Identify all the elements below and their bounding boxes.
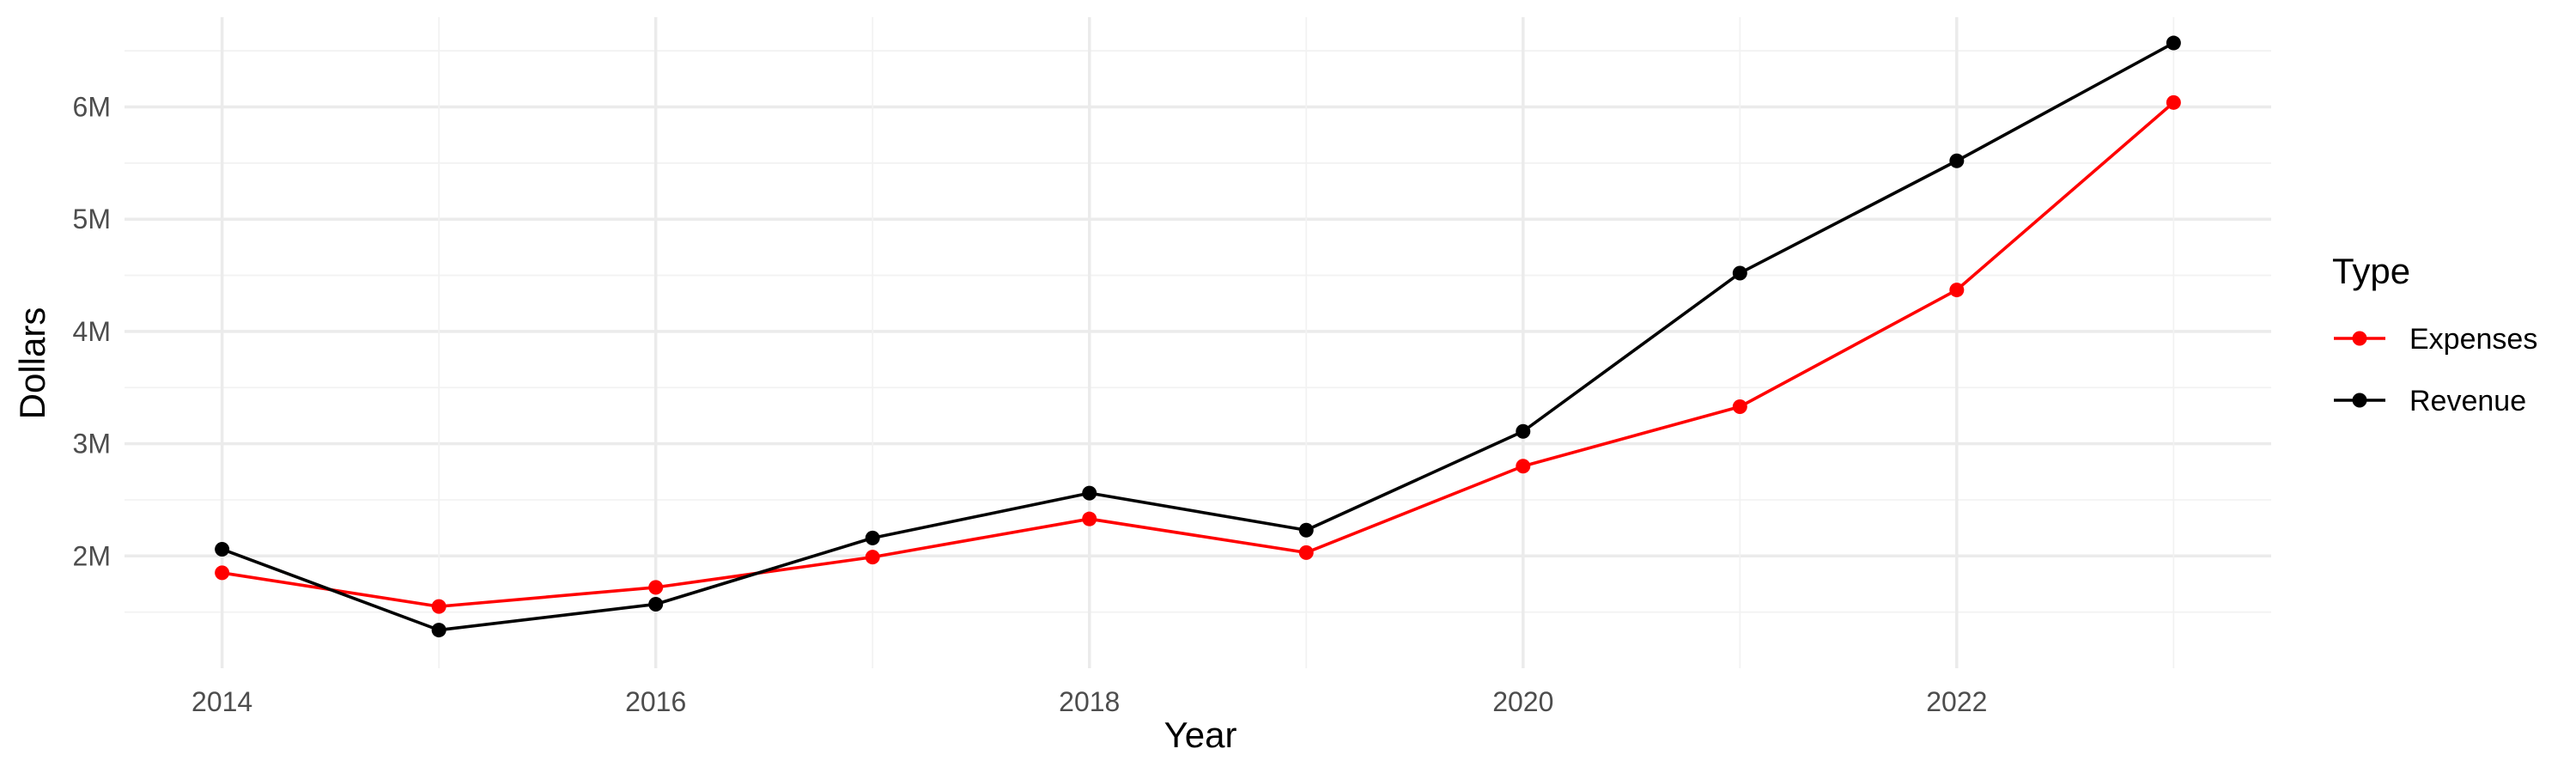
data-point-revenue <box>1298 522 1314 538</box>
data-point-revenue <box>1082 485 1097 501</box>
data-point-revenue <box>2166 35 2181 51</box>
y-tick-label: 2M <box>73 540 111 571</box>
data-point-expenses <box>2166 94 2181 110</box>
series-layer <box>215 35 2181 638</box>
data-point-revenue <box>648 597 664 612</box>
x-tick-label: 2020 <box>1492 686 1553 717</box>
data-point-expenses <box>1949 283 1965 298</box>
x-axis-ticks: 2014 2016 2018 2020 2022 <box>191 686 1987 717</box>
data-point-revenue <box>1516 423 1531 439</box>
legend-label: Revenue <box>2409 385 2526 417</box>
grid <box>125 17 2271 668</box>
legend-item-revenue: Revenue <box>2334 385 2526 417</box>
x-tick-label: 2018 <box>1059 686 1120 717</box>
data-point-expenses <box>431 599 447 614</box>
data-point-expenses <box>1732 399 1747 414</box>
series-line-expenses <box>222 100 2175 608</box>
legend-title: Type <box>2332 251 2410 291</box>
y-axis-title: Dollars <box>12 307 52 420</box>
legend-key-point <box>2352 393 2367 408</box>
data-point-revenue <box>215 541 230 557</box>
y-tick-label: 3M <box>73 429 111 460</box>
series-expenses <box>215 94 2181 614</box>
series-revenue <box>215 35 2181 638</box>
y-tick-label: 4M <box>73 316 111 347</box>
legend-label: Expenses <box>2409 323 2537 356</box>
data-point-revenue <box>1732 265 1747 281</box>
legend-item-expenses: Expenses <box>2334 323 2537 356</box>
data-point-expenses <box>865 550 880 565</box>
x-tick-label: 2014 <box>191 686 252 717</box>
data-point-expenses <box>215 565 230 581</box>
legend-key-point <box>2352 331 2367 346</box>
x-axis-title: Year <box>1164 715 1237 755</box>
data-point-revenue <box>865 530 880 545</box>
legend: Type Expenses Revenue <box>2332 251 2537 417</box>
series-line-revenue <box>222 41 2175 632</box>
data-point-expenses <box>1298 545 1314 560</box>
x-tick-label: 2016 <box>625 686 686 717</box>
x-tick-label: 2022 <box>1926 686 1987 717</box>
data-point-revenue <box>431 623 447 638</box>
y-tick-label: 6M <box>73 92 111 123</box>
data-point-expenses <box>1082 511 1097 526</box>
data-point-revenue <box>1949 153 1965 168</box>
data-point-expenses <box>1516 459 1531 474</box>
y-axis-ticks: 2M 3M 4M 5M 6M <box>73 92 111 572</box>
data-point-expenses <box>648 580 664 595</box>
y-tick-label: 5M <box>73 204 111 234</box>
